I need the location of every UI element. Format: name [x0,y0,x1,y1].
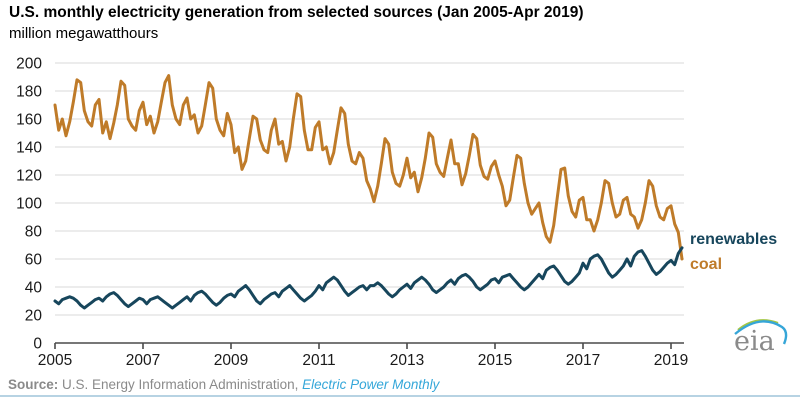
y-tick-label: 160 [16,112,42,129]
y-tick-label: 80 [25,224,43,241]
series-line-renewables [53,246,684,310]
chart-title: U.S. monthly electricity generation from… [9,4,584,21]
logo-swoosh-blue-icon [734,320,788,345]
x-tick-label: 2015 [478,352,512,369]
eia-logo: eia [734,319,788,357]
y-tick-label: 40 [25,280,43,297]
legend-coal: coal [690,256,723,273]
source-label: Source: [8,377,59,392]
y-tick-label: 180 [16,84,42,101]
x-tick-label: 2011 [302,352,335,369]
y-tick-label: 140 [16,140,42,157]
source-publication: Electric Power Monthly [302,377,440,392]
y-tick-label: 100 [16,196,42,213]
legend-renewables: renewables [690,231,778,248]
y-tick-label: 120 [16,168,42,185]
logo-swoosh-green-icon [737,319,779,331]
series-line-coal [53,74,684,261]
logo-text: eia [734,326,775,357]
source-text: U.S. Energy Information Administration, [58,377,303,392]
bottom-divider [0,395,800,397]
y-tick-label: 20 [25,308,43,325]
x-tick-label: 2005 [38,352,72,369]
x-tick-label: 2017 [566,352,600,369]
source-line: Source: U.S. Energy Information Administ… [8,377,439,392]
y-tick-label: 0 [33,336,42,353]
y-tick-label: 60 [25,252,43,269]
x-tick-label: 2013 [390,352,424,369]
x-tick-label: 2009 [214,352,248,369]
x-tick-label: 2007 [126,352,160,369]
chart-unit-label: million megawatthours [9,25,159,42]
x-tick-label: 2019 [654,352,688,369]
y-tick-label: 200 [16,56,42,73]
